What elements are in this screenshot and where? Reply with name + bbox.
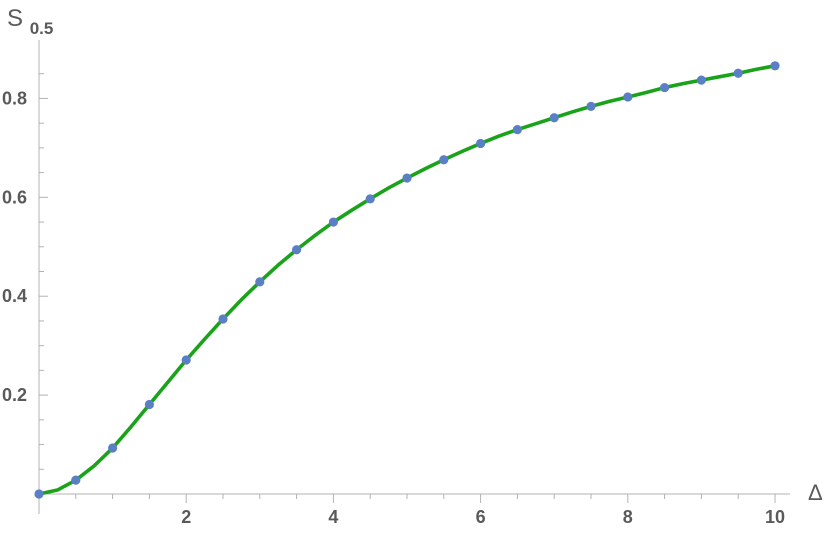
axes [38, 40, 790, 514]
data-point [696, 75, 707, 85]
y-tick-label: 0.2 [2, 385, 27, 405]
y-tick-label: 0.8 [2, 88, 27, 108]
data-point [71, 475, 81, 485]
ticks [39, 73, 776, 503]
data-point [660, 82, 670, 93]
data-point [255, 277, 265, 287]
series-layer [34, 61, 780, 499]
data-point [365, 194, 375, 204]
x-tick-label: 8 [623, 507, 633, 527]
axis-titles: Δ S 0.5 [7, 5, 823, 505]
data-point [549, 113, 559, 123]
data-point [34, 489, 44, 499]
x-tick-label: 10 [765, 507, 785, 527]
y-axis-title-base: S [7, 5, 23, 32]
x-axis-title: Δ [808, 480, 823, 505]
data-point [292, 245, 302, 255]
y-tick-label: 0.6 [2, 187, 27, 207]
data-point [328, 217, 338, 227]
data-point [144, 399, 154, 410]
y-tick-label: 0.4 [2, 286, 27, 306]
data-point [733, 68, 743, 78]
x-tick-label: 6 [476, 507, 486, 527]
data-point [218, 314, 228, 324]
data-point [108, 443, 118, 453]
data-point [402, 173, 412, 183]
data-point [476, 138, 486, 149]
data-point [623, 92, 633, 102]
x-tick-label: 4 [328, 507, 338, 527]
series-line [37, 64, 777, 496]
x-tick-label: 2 [181, 507, 191, 527]
data-point [586, 101, 596, 111]
y-axis-title-subscript: 0.5 [30, 19, 54, 38]
data-point [181, 355, 191, 365]
tick-labels: 2 4 6 8 10 0.2 0.4 0.6 0.8 [2, 88, 785, 527]
y-axis-title: S 0.5 [7, 5, 53, 38]
data-point [770, 61, 780, 71]
data-point [512, 124, 523, 135]
data-point [439, 155, 449, 165]
